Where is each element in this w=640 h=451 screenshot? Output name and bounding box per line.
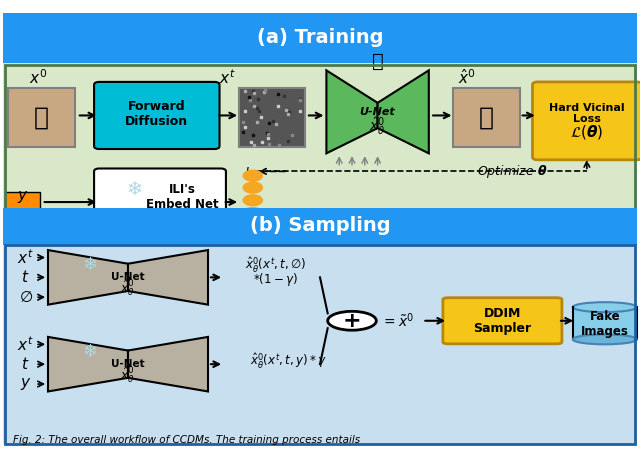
FancyBboxPatch shape [8,87,75,147]
Text: $\hat{x}^0_\theta$: $\hat{x}^0_\theta$ [120,279,136,298]
Text: $x^t$: $x^t$ [219,68,236,87]
FancyBboxPatch shape [94,169,226,235]
Text: $x^t$: $x^t$ [17,335,34,354]
Ellipse shape [573,335,637,345]
Text: ❄: ❄ [126,180,143,199]
Text: U-Net: U-Net [111,272,145,282]
FancyBboxPatch shape [3,13,637,63]
Circle shape [328,311,376,330]
Text: $\mathcal{L}(\boldsymbol{\theta})$: $\mathcal{L}(\boldsymbol{\theta})$ [570,123,604,141]
FancyBboxPatch shape [3,63,637,359]
Text: U-Net: U-Net [360,107,396,117]
FancyBboxPatch shape [3,208,637,245]
Circle shape [243,170,262,181]
Text: $t$: $t$ [21,269,30,285]
Text: $t$: $t$ [18,235,27,252]
Circle shape [243,207,262,218]
Text: $\hat{x}^0_\theta(x^t, t, y) * \gamma$: $\hat{x}^0_\theta(x^t, t, y) * \gamma$ [250,352,326,372]
FancyBboxPatch shape [5,192,40,212]
FancyBboxPatch shape [239,87,305,147]
Polygon shape [128,250,208,305]
Text: +: + [342,311,362,331]
Text: $y$: $y$ [20,376,31,392]
FancyBboxPatch shape [443,298,562,344]
Polygon shape [326,70,378,153]
Text: $= \tilde{x}^0$: $= \tilde{x}^0$ [381,312,413,330]
Circle shape [243,182,262,193]
Text: (b) Sampling: (b) Sampling [250,216,390,235]
FancyBboxPatch shape [532,82,640,160]
Text: Optimize $\boldsymbol{\theta}$: Optimize $\boldsymbol{\theta}$ [477,163,547,180]
Polygon shape [378,70,429,153]
Text: 🔥: 🔥 [372,52,383,71]
Text: $\hat{x}^0_\theta(x^t, t, \varnothing)$: $\hat{x}^0_\theta(x^t, t, \varnothing)$ [244,255,306,275]
Text: $\hat{x}^0$: $\hat{x}^0$ [458,68,476,87]
Text: $\hat{x}^0_\theta$: $\hat{x}^0_\theta$ [369,115,386,137]
Circle shape [6,247,38,265]
Circle shape [243,195,262,206]
Text: $\hat{x}^0_\theta$: $\hat{x}^0_\theta$ [120,366,136,385]
FancyBboxPatch shape [573,307,637,339]
FancyBboxPatch shape [94,82,220,149]
Text: Forward
Diffusion: Forward Diffusion [125,100,188,128]
Text: $y$: $y$ [17,189,28,205]
Text: ILI's
Embed Net: ILI's Embed Net [146,183,219,211]
Text: Fake
Images: Fake Images [581,310,628,339]
Text: 👶: 👶 [479,105,494,129]
Text: ❄: ❄ [82,256,97,274]
Text: U-Net: U-Net [111,359,145,369]
Ellipse shape [573,302,637,312]
Text: DDIM
Sampler: DDIM Sampler [474,307,531,335]
Polygon shape [128,337,208,391]
Circle shape [243,220,262,231]
Text: $x^t$: $x^t$ [17,248,34,267]
Text: $x^0$: $x^0$ [29,68,47,87]
Text: (a) Training: (a) Training [257,28,383,47]
Text: Hard Vicinal
Loss: Hard Vicinal Loss [549,103,625,124]
Text: ❄: ❄ [82,343,97,361]
FancyBboxPatch shape [3,245,637,444]
Text: $* (1-\gamma)$: $* (1-\gamma)$ [253,272,298,288]
Polygon shape [48,337,128,391]
Polygon shape [48,250,128,305]
Text: $t$: $t$ [21,356,30,372]
Text: Fig. 2: The overall workflow of CCDMs. The training process entails: Fig. 2: The overall workflow of CCDMs. T… [13,435,360,445]
Text: $h_y$: $h_y$ [244,166,261,184]
Text: 👶: 👶 [34,105,49,129]
Text: $\varnothing$: $\varnothing$ [19,290,33,305]
FancyBboxPatch shape [453,87,520,147]
